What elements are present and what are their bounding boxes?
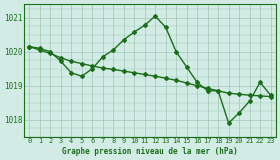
X-axis label: Graphe pression niveau de la mer (hPa): Graphe pression niveau de la mer (hPa) (62, 147, 238, 156)
